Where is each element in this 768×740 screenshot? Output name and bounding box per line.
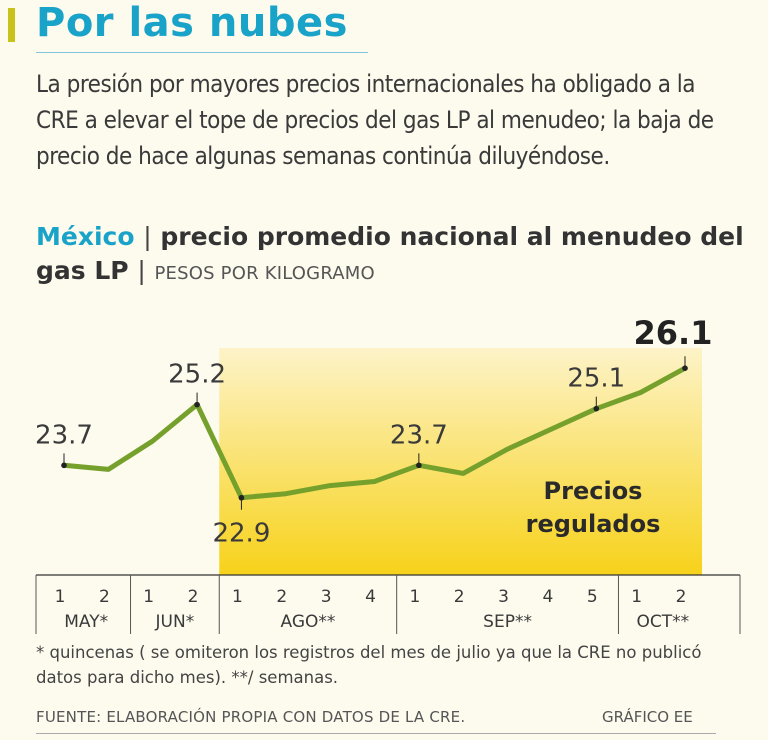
graphic-credit: GRÁFICO EE	[602, 708, 693, 726]
x-tick-label: 2	[276, 587, 287, 607]
title-accent-bar	[8, 8, 15, 42]
regulated-prices-region	[219, 348, 702, 575]
subtitle-title-part2: gas LP	[36, 256, 129, 285]
data-point	[682, 365, 688, 371]
subtitle-country: México	[36, 222, 135, 251]
x-tick-label: 4	[543, 587, 554, 607]
data-point	[416, 462, 422, 469]
line-chart: Precios regulados 23.7 25.2 22.9 23.7 25.1 26…	[35, 314, 741, 634]
data-point	[238, 494, 245, 501]
x-group-label: MAY*	[64, 612, 108, 632]
x-tick-label: 1	[55, 587, 66, 607]
subtitle-separator-2: |	[137, 256, 146, 285]
value-label: 22.9	[212, 519, 270, 549]
value-label: 26.1	[634, 314, 713, 352]
x-tick-label: 2	[99, 587, 110, 607]
x-tick-label: 4	[365, 587, 376, 607]
subtitle-title-part1: precio promedio nacional al menudeo del	[160, 222, 744, 251]
x-tick-label: 2	[676, 587, 687, 607]
subtitle-separator: |	[143, 222, 152, 251]
x-tick-label: 2	[188, 587, 199, 607]
data-point	[194, 401, 200, 408]
value-label: 23.7	[35, 420, 93, 450]
regulated-label-line1: Precios	[544, 477, 643, 505]
x-tick-label: 3	[321, 587, 332, 607]
source-note: FUENTE: ELABORACIÓN PROPIA CON DATOS DE …	[36, 708, 466, 726]
title-underline	[36, 52, 368, 53]
value-label: 23.7	[390, 420, 448, 450]
footnote: * quincenas ( se omiteron los registros …	[36, 643, 702, 687]
value-label: 25.2	[168, 360, 226, 390]
data-point	[61, 462, 67, 469]
x-tick-label: 1	[631, 587, 642, 607]
x-tick-label: 1	[409, 587, 420, 607]
regulated-label-line2: regulados	[526, 510, 661, 538]
series-line-gas-price	[61, 365, 688, 501]
chart-subtitle: México | precio promedio nacional al men…	[36, 220, 756, 291]
x-group-label: AGO**	[281, 612, 336, 632]
intro-text: La presión por mayores precios internaci…	[36, 70, 714, 170]
bottom-rule	[36, 733, 716, 734]
x-tick-label: 1	[232, 587, 243, 607]
page-title: Por las nubes	[36, 0, 348, 46]
x-group-label: SEP**	[483, 612, 532, 632]
value-label: 25.1	[567, 364, 625, 394]
x-tick-label: 1	[143, 587, 154, 607]
subtitle-units: PESOS POR KILOGRAMO	[154, 263, 375, 284]
x-tick-label: 3	[498, 587, 509, 607]
data-point	[593, 405, 600, 412]
x-tick-label: 5	[587, 587, 598, 607]
x-group-label: OCT**	[637, 612, 690, 632]
x-tick-label: 2	[454, 587, 465, 607]
x-group-label: JUN*	[155, 612, 195, 632]
